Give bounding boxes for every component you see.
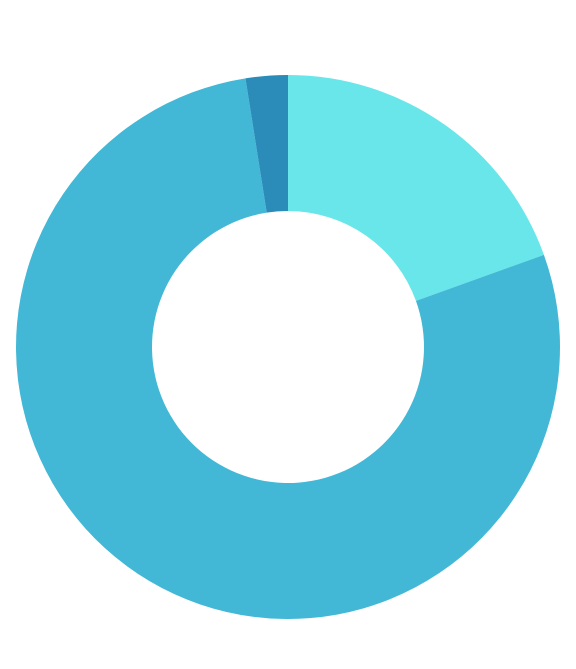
donut-slice-2 [15,78,560,619]
donut-slice-3 [245,75,288,213]
donut-slices [15,75,560,619]
donut-slice-1 [288,75,544,301]
